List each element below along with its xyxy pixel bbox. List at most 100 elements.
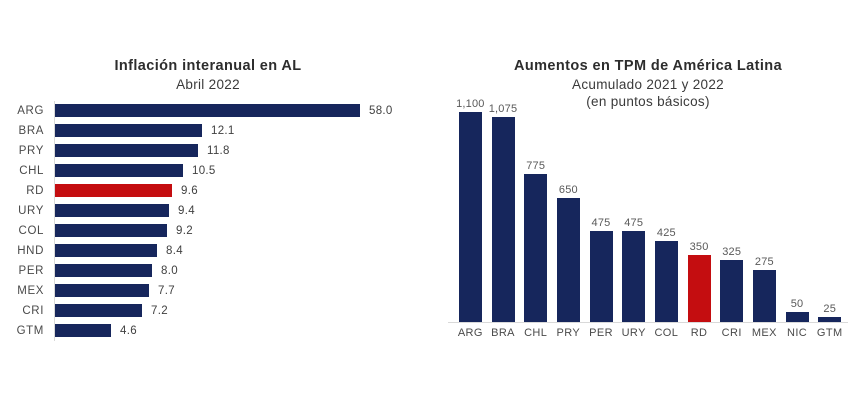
inflation-row-hnd: HND 8.4: [8, 244, 408, 257]
inflation-row-rd: RD 9.6: [8, 184, 408, 197]
category-label: MEX: [751, 327, 777, 339]
tpm-chart: Aumentos en TPM de América Latina Acumul…: [448, 57, 848, 357]
category-label: NIC: [786, 327, 808, 339]
category-label: BRA: [18, 124, 44, 137]
category-label: ARG: [17, 104, 44, 117]
inflation-bars-area: ARG 58.0 BRA 12.1 PRY 11.8 CHL 10.5 RD 9.6 URY 9.4 C…: [8, 101, 408, 341]
bar-chl: [55, 164, 183, 177]
bar-pry: [556, 198, 580, 322]
value-label: 10.5: [192, 164, 216, 177]
bar-nic: [785, 312, 809, 322]
inflation-y-axis-line: [54, 101, 55, 341]
tpm-column-cri: 325: [715, 90, 748, 322]
bar-col: [654, 241, 678, 322]
bar-mex: [55, 284, 149, 297]
inflation-row-cri: CRI 7.2: [8, 304, 408, 317]
value-label: 9.6: [181, 184, 198, 197]
tpm-column-bra: 1,075: [487, 90, 520, 322]
value-label: 425: [656, 227, 676, 239]
category-label: RD: [26, 184, 44, 197]
bar-rd: [687, 255, 711, 322]
bar-gtm: [55, 324, 111, 337]
tpm-x-axis-line: [448, 322, 848, 323]
category-label: CHL: [19, 164, 44, 177]
category-label: CHL: [524, 327, 548, 339]
bar-arg: [458, 112, 482, 322]
bar-pry: [55, 144, 198, 157]
tpm-chart-subtitle2: (en puntos básicos): [586, 94, 710, 109]
tpm-category-labels: ARG BRA CHL PRY PER URY COL RD CRI MEX NIC GTM: [454, 327, 846, 339]
tpm-column-ury: 475: [617, 90, 650, 322]
category-label: PER: [18, 264, 44, 277]
value-label: 12.1: [211, 124, 235, 137]
value-label: 11.8: [207, 144, 230, 157]
inflation-row-per: PER 8.0: [8, 264, 408, 277]
bar-cri: [55, 304, 142, 317]
bar-gtm: [818, 317, 842, 322]
inflation-row-arg: ARG 58.0: [8, 104, 408, 117]
inflation-chart-title: Inflación interanual en AL: [114, 58, 302, 74]
bar-col: [55, 224, 167, 237]
bar-ury: [55, 204, 169, 217]
inflation-row-col: COL 9.2: [8, 224, 408, 237]
bar-ury: [622, 231, 646, 322]
category-label: COL: [654, 327, 679, 339]
tpm-column-arg: 1,100: [454, 90, 487, 322]
value-label: 1,075: [488, 103, 518, 115]
category-label: RD: [690, 327, 708, 339]
value-label: 275: [754, 256, 774, 268]
category-label: MEX: [17, 284, 44, 297]
bar-bra: [55, 124, 202, 137]
tpm-column-rd: 350: [683, 90, 716, 322]
category-label: PRY: [556, 327, 581, 339]
bar-arg: [55, 104, 360, 117]
value-label: 1,100: [456, 98, 485, 110]
inflation-row-ury: URY 9.4: [8, 204, 408, 217]
category-label: GTM: [16, 324, 44, 337]
tpm-column-nic: 50: [781, 90, 814, 322]
bar-per: [55, 264, 152, 277]
category-label: PRY: [18, 144, 44, 157]
value-label: 8.4: [166, 244, 183, 257]
tpm-chart-title: Aumentos en TPM de América Latina: [513, 58, 783, 74]
bar-per: [589, 231, 613, 322]
category-label: HND: [17, 244, 44, 257]
category-label: COL: [18, 224, 44, 237]
bar-mex: [752, 270, 776, 322]
tpm-column-per: 475: [585, 90, 618, 322]
value-label: 4.6: [120, 324, 137, 337]
inflation-row-bra: BRA 12.1: [8, 124, 408, 137]
tpm-column-col: 425: [650, 90, 683, 322]
tpm-column-mex: 275: [748, 90, 781, 322]
category-label: BRA: [491, 327, 515, 339]
tpm-column-gtm: 25: [813, 90, 846, 322]
value-label: 50: [790, 298, 804, 310]
bar-cri: [720, 260, 744, 322]
bar-hnd: [55, 244, 157, 257]
bar-chl: [524, 174, 548, 322]
value-label: 7.2: [151, 304, 168, 317]
value-label: 475: [591, 217, 611, 229]
bar-bra: [491, 117, 515, 322]
bar-rd: [55, 184, 172, 197]
category-label: URY: [18, 204, 44, 217]
value-label: 350: [689, 241, 709, 253]
category-label: CRI: [22, 304, 44, 317]
category-label: PER: [589, 327, 613, 339]
inflation-chart: Inflación interanual en AL Abril 2022 AR…: [8, 57, 408, 341]
inflation-row-pry: PRY 11.8: [8, 144, 408, 157]
value-label: 475: [624, 217, 644, 229]
category-label: URY: [621, 327, 646, 339]
inflation-row-mex: MEX 7.7: [8, 284, 408, 297]
inflation-chart-subtitle: Abril 2022: [176, 77, 240, 92]
category-label: ARG: [457, 327, 483, 339]
tpm-chart-subtitle: Acumulado 2021 y 2022: [572, 77, 724, 92]
inflation-row-chl: CHL 10.5: [8, 164, 408, 177]
tpm-column-pry: 650: [552, 90, 585, 322]
value-label: 9.4: [178, 204, 195, 217]
value-label: 9.2: [176, 224, 193, 237]
value-label: 650: [558, 184, 578, 196]
value-label: 775: [526, 160, 546, 172]
tpm-column-chl: 775: [519, 90, 552, 322]
